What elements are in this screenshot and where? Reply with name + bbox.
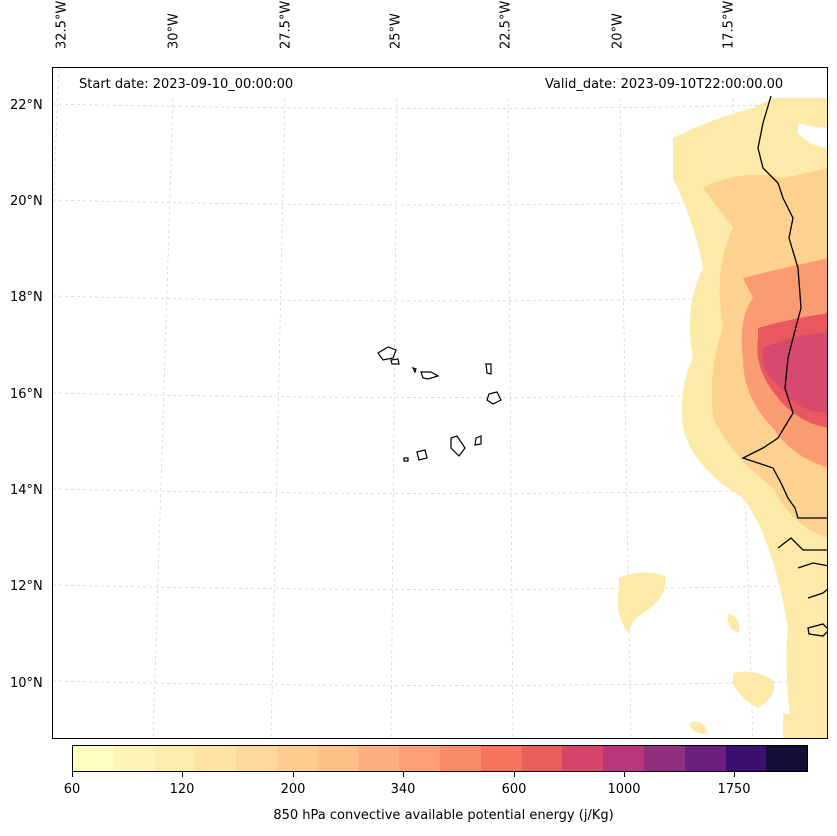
colorbar-tick [514,772,515,777]
latitude-label: 16°N [10,387,43,402]
colorbar-swatch [195,746,237,771]
colorbar-swatch [480,746,522,771]
latitude-label: 18°N [10,290,43,305]
colorbar-tick-label: 1000 [607,782,641,797]
longitude-label: 32.5°W [54,0,70,49]
colorbar-swatch [73,746,114,771]
start-date-label: Start date: 2023-09-10_00:00:00 [75,77,298,92]
longitude-label: 30°W [166,13,182,49]
colorbar-tick-label: 60 [63,782,81,797]
colorbar-tick [72,772,73,777]
colorbar-swatch [684,746,726,771]
longitude-label: 25°W [388,13,404,49]
map-canvas [53,68,827,738]
colorbar-tick-label: 340 [390,782,416,797]
cape-shading [617,98,827,738]
colorbar-swatch [521,746,563,771]
map-panel [52,67,828,739]
latitude-label: 10°N [10,676,43,691]
colorbar-tick-label: 120 [169,782,195,797]
valid-date-label: Valid_date: 2023-09-10T22:00:00.00 [541,77,788,92]
colorbar-swatch [562,746,604,771]
colorbar-swatch [399,746,441,771]
colorbar-swatch [766,746,808,771]
colorbar-tick [293,772,294,777]
latitude-label: 12°N [10,579,43,594]
colorbar-swatch [236,746,277,771]
colorbar-tick-label: 1750 [717,782,751,797]
colorbar-swatch [358,746,400,771]
colorbar-tick [734,772,735,777]
latitude-label: 14°N [10,483,43,498]
colorbar [72,745,808,772]
colorbar-tick [403,772,404,777]
latitude-label: 20°N [10,194,43,209]
colorbar-swatch [317,746,359,771]
coastline [741,95,827,637]
colorbar-swatch [643,746,685,771]
colorbar-swatch [276,746,318,771]
colorbar-swatch [603,746,644,771]
longitude-label: 20°W [610,13,626,49]
graticule [53,68,827,738]
colorbar-tick [624,772,625,777]
colorbar-tick [182,772,183,777]
latitude-label: 22°N [10,98,43,113]
colorbar-swatch [440,746,481,771]
colorbar-swatch [113,746,155,771]
cape-verde-islands [377,346,502,462]
colorbar-label: 850 hPa convective available potential e… [273,808,614,823]
colorbar-tick-label: 600 [501,782,527,797]
colorbar-swatch [154,746,196,771]
colorbar-swatch [725,746,767,771]
longitude-label: 17.5°W [721,0,737,49]
longitude-label: 22.5°W [498,0,514,49]
colorbar-tick-label: 200 [280,782,306,797]
longitude-label: 27.5°W [278,0,294,49]
